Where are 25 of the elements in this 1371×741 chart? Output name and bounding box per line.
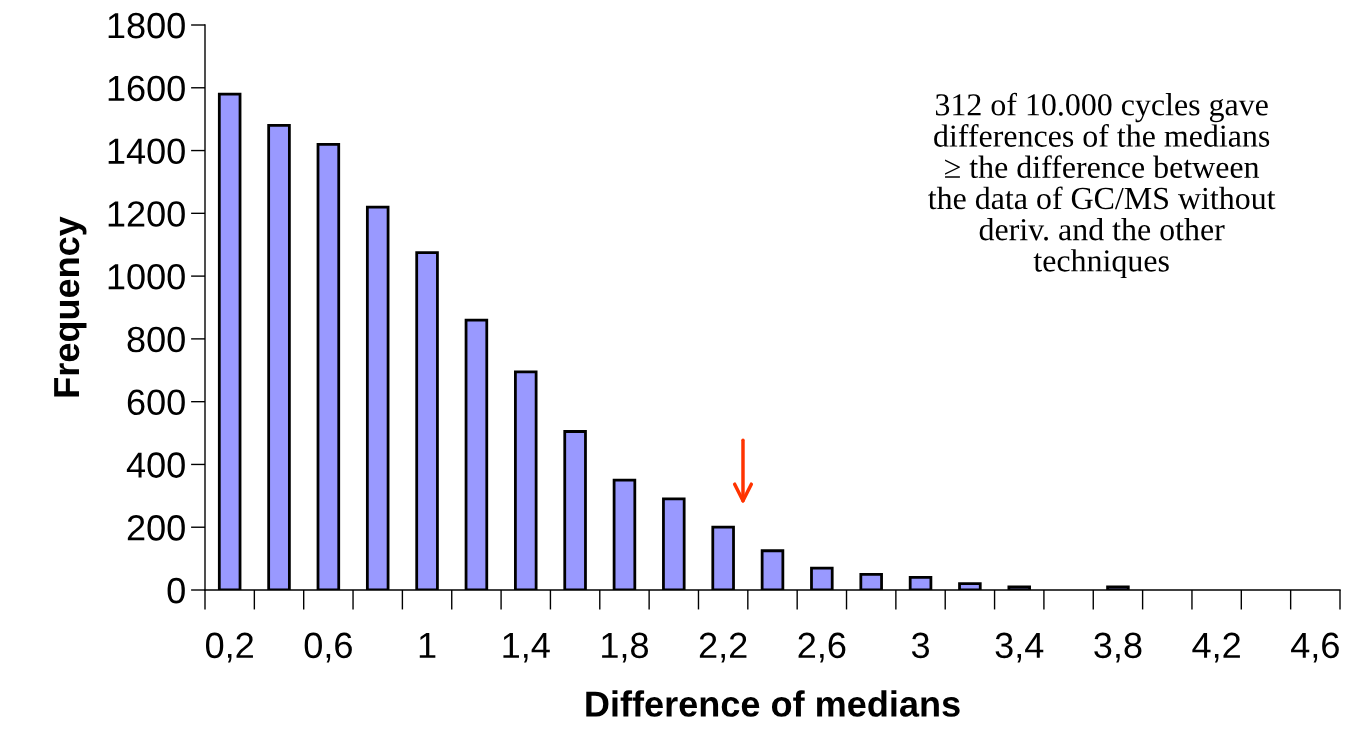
x-tick-label: 1,4 [503, 632, 550, 663]
x-tick-label: 1,8 [602, 632, 648, 663]
x-tick-label: 4,2 [1192, 632, 1240, 663]
x-tick-label: 2,6 [798, 632, 846, 663]
x-tick-label: 0,6 [304, 632, 352, 663]
x-tick-label: 0,2 [205, 632, 253, 663]
x-axis-title: Difference of medians [586, 690, 960, 717]
x-tick-label: 3 [911, 632, 929, 659]
y-tick-label: 1800 [108, 12, 185, 39]
y-tick-label: 200 [127, 515, 185, 541]
y-tick-label: 800 [127, 326, 185, 353]
y-axis-title: Frequency [54, 216, 87, 397]
y-tick-label: 0 [167, 577, 185, 604]
x-tick-label: 4,6 [1291, 632, 1339, 663]
y-tick-label: 1600 [108, 75, 185, 102]
x-tick-label: 3,4 [995, 632, 1044, 663]
annotation: 312 of 10.000 cycles gave differences of the medians ≥ the difference between the data of GC/MS without deriv. and the other techniques [928, 92, 1276, 279]
y-tick-label: 600 [127, 389, 185, 416]
y-tick-label: 400 [126, 452, 185, 478]
x-tick-label: 3,8 [1094, 632, 1142, 663]
x-tick-label: 2,2 [699, 632, 747, 663]
y-tick-label: 1000 [108, 263, 185, 290]
y-tick-label: 1200 [108, 201, 185, 227]
y-tick-label: 1400 [108, 138, 185, 164]
x-tick-label: 1 [419, 632, 436, 658]
